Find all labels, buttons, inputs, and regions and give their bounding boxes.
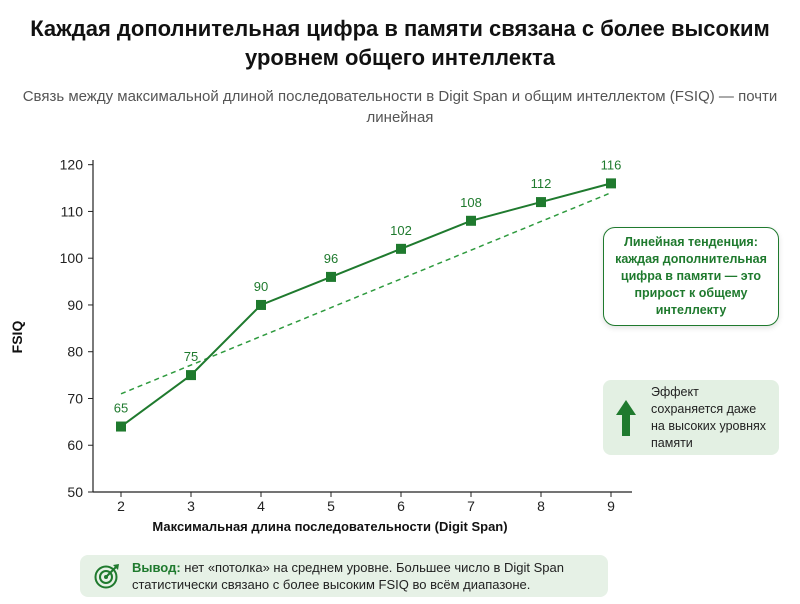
- data-label: 90: [254, 279, 268, 294]
- y-tick-label: 100: [60, 250, 84, 266]
- x-tick-label: 4: [257, 498, 265, 514]
- data-point: [186, 370, 196, 381]
- data-point: [466, 215, 476, 226]
- data-label-layer: 65 75 90 96 102 108 112 116: [114, 157, 622, 415]
- effect-text: Эффект сохраняется даже на высоких уровн…: [651, 384, 767, 450]
- y-tick-label: 120: [60, 157, 84, 173]
- conclusion-text: Вывод: нет «потолка» на среднем уровне. …: [132, 559, 598, 593]
- trend-line-layer: [120, 192, 612, 395]
- conclusion-box: Вывод: нет «потолка» на среднем уровне. …: [80, 555, 608, 597]
- x-tick-label: 7: [467, 498, 475, 514]
- trend-callout: Линейная тенденция: каждая дополнительна…: [603, 227, 779, 326]
- data-point: [396, 243, 406, 254]
- y-tick-label: 70: [67, 390, 83, 406]
- data-label: 96: [324, 251, 338, 266]
- data-label: 75: [184, 349, 198, 364]
- y-axis-label: FSIQ: [9, 321, 25, 354]
- x-tick-label: 3: [187, 498, 195, 514]
- data-point: [256, 299, 266, 310]
- x-tick-label: 2: [117, 498, 125, 514]
- data-label: 108: [460, 195, 482, 210]
- data-label: 116: [601, 157, 622, 172]
- trend-line: [120, 192, 612, 395]
- conclusion-body: нет «потолка» на среднем уровне. Большее…: [132, 560, 564, 592]
- data-point: [536, 197, 546, 208]
- y-tick-label: 110: [61, 203, 84, 219]
- x-tick-label: 8: [537, 498, 545, 514]
- chart-title: Каждая дополнительная цифра в памяти свя…: [30, 16, 770, 70]
- conclusion-label: Вывод:: [132, 560, 181, 575]
- data-point: [116, 421, 126, 432]
- data-point: [606, 178, 616, 189]
- data-label: 112: [531, 176, 552, 191]
- axes: [92, 160, 632, 493]
- y-tick-label: 60: [67, 437, 83, 453]
- x-axis-label: Максимальная длина последовательности (D…: [152, 519, 507, 534]
- target-icon: [94, 564, 119, 589]
- chart-subtitle: Связь между максимальной длиной последов…: [22, 88, 778, 126]
- series-line: [120, 182, 612, 428]
- data-label: 65: [114, 401, 128, 416]
- arrow-up-icon: [616, 399, 636, 436]
- x-tick-label: 5: [327, 498, 335, 514]
- data-label: 102: [390, 223, 412, 238]
- axis-ticks: 50 60 70 80 90 100 110 120 2 3 4 5 6 7 8 9: [60, 157, 615, 514]
- effect-box: Эффект сохраняется даже на высоких уровн…: [603, 380, 779, 455]
- series-layer: [116, 178, 616, 432]
- y-tick-label: 80: [67, 344, 83, 360]
- x-tick-label: 9: [607, 498, 615, 514]
- data-point: [326, 271, 336, 282]
- y-tick-label: 90: [67, 297, 83, 313]
- y-tick-label: 50: [67, 484, 83, 500]
- x-tick-label: 6: [397, 498, 405, 514]
- trend-callout-text: Линейная тенденция: каждая дополнительна…: [615, 235, 767, 317]
